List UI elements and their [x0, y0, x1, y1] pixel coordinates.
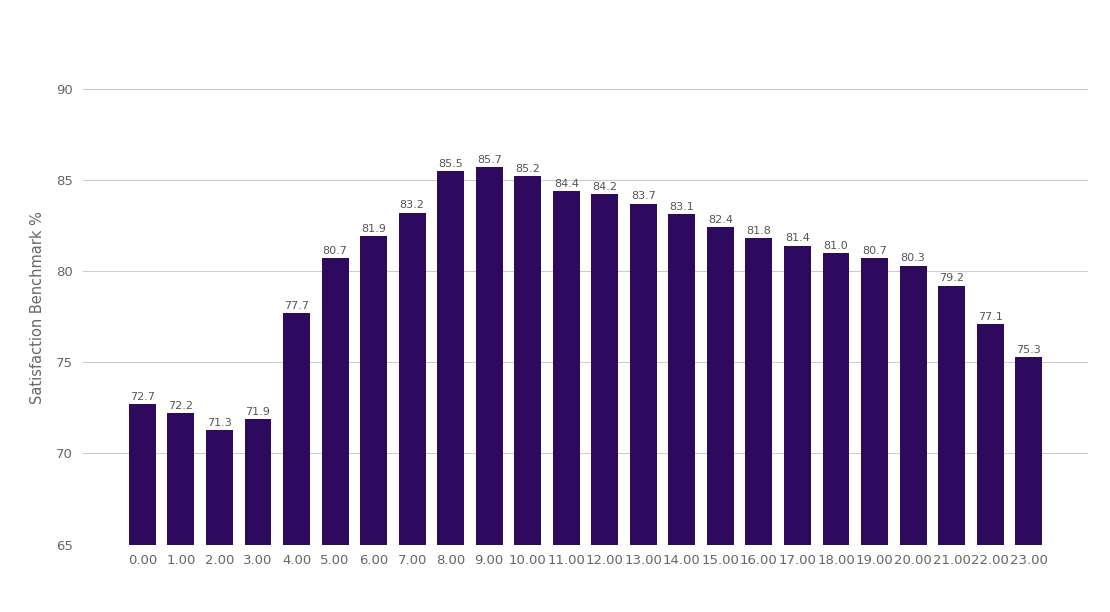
Text: 83.1: 83.1: [669, 203, 694, 212]
Text: 71.3: 71.3: [208, 417, 232, 428]
Bar: [283, 313, 310, 612]
Text: 72.2: 72.2: [169, 401, 193, 411]
Text: 71.9: 71.9: [245, 406, 271, 417]
Text: 81.9: 81.9: [361, 224, 386, 234]
Text: 75.3: 75.3: [1017, 345, 1041, 354]
Text: 79.2: 79.2: [939, 274, 965, 283]
Text: 82.4: 82.4: [708, 215, 733, 225]
Bar: [629, 204, 657, 612]
Text: 77.1: 77.1: [978, 312, 1002, 322]
Text: 80.7: 80.7: [323, 246, 347, 256]
Bar: [592, 195, 618, 612]
Bar: [206, 430, 233, 612]
Bar: [244, 419, 272, 612]
Text: 81.4: 81.4: [785, 233, 810, 244]
Text: 83.7: 83.7: [630, 192, 656, 201]
Bar: [129, 404, 155, 612]
Text: 85.2: 85.2: [515, 164, 541, 174]
Bar: [437, 171, 464, 612]
Text: 80.7: 80.7: [862, 246, 887, 256]
Text: 80.3: 80.3: [900, 253, 926, 263]
Text: 83.2: 83.2: [400, 201, 424, 211]
Bar: [553, 191, 579, 612]
Bar: [168, 413, 194, 612]
Text: 84.4: 84.4: [554, 179, 578, 188]
Bar: [398, 212, 425, 612]
Text: 85.5: 85.5: [438, 159, 463, 168]
Text: 84.2: 84.2: [593, 182, 617, 192]
Bar: [861, 258, 888, 612]
Bar: [977, 324, 1003, 612]
Text: 72.7: 72.7: [130, 392, 155, 402]
Bar: [360, 236, 387, 612]
Text: 85.7: 85.7: [477, 155, 502, 165]
Bar: [746, 238, 773, 612]
Bar: [784, 245, 811, 612]
Bar: [707, 227, 734, 612]
Bar: [514, 176, 542, 612]
Text: Hourly Passenger Satisfaction, Airports, Globally - November 2016 to November 20: Hourly Passenger Satisfaction, Airports,…: [133, 20, 977, 38]
Bar: [322, 258, 349, 612]
Bar: [899, 266, 927, 612]
Bar: [668, 214, 695, 612]
Bar: [1016, 357, 1042, 612]
Bar: [823, 253, 849, 612]
Bar: [938, 286, 965, 612]
Y-axis label: Satisfaction Benchmark %: Satisfaction Benchmark %: [30, 211, 44, 404]
Text: 81.8: 81.8: [747, 226, 771, 236]
Text: 77.7: 77.7: [284, 301, 309, 311]
Text: 81.0: 81.0: [824, 241, 848, 250]
Bar: [476, 167, 503, 612]
